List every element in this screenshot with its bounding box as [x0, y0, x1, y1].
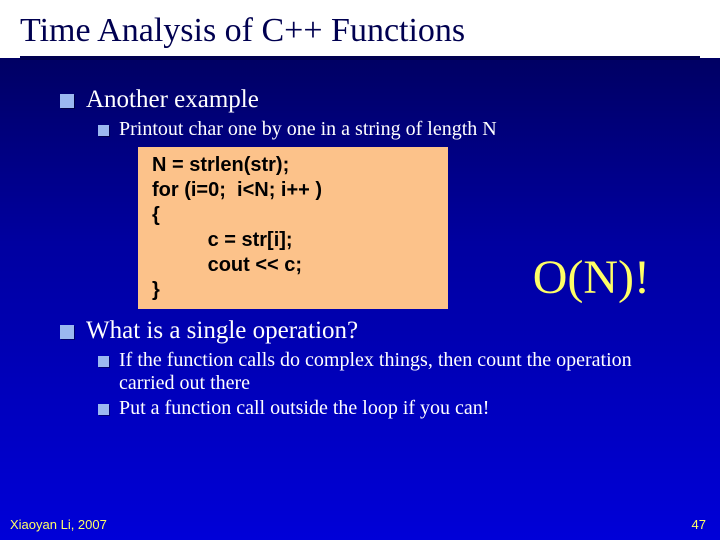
code-box: N = strlen(str); for (i=0; i<N; i++ ) { … [138, 147, 448, 309]
bullet-lvl2: If the function calls do complex things,… [98, 349, 680, 395]
bullet-square-icon [98, 125, 109, 136]
bullet-square-icon [60, 325, 74, 339]
title-area: Time Analysis of C++ Functions [0, 0, 720, 58]
footer-author: Xiaoyan Li, 2007 [10, 517, 107, 532]
title-underline [20, 56, 700, 60]
slide-number: 47 [692, 517, 706, 532]
bullet-square-icon [60, 94, 74, 108]
content-area: Another example Printout char one by one… [0, 62, 720, 420]
bullet-text: Printout char one by one in a string of … [119, 118, 497, 141]
bullet-square-icon [98, 356, 109, 367]
big-o-callout: O(N)! [533, 250, 650, 305]
bullet-text: If the function calls do complex things,… [119, 349, 680, 395]
bullet-lvl2: Put a function call outside the loop if … [98, 397, 680, 420]
bullet-square-icon [98, 404, 109, 415]
bullet-text: What is a single operation? [86, 317, 358, 345]
bullet-lvl1: Another example [60, 86, 680, 114]
bullet-text: Another example [86, 86, 259, 114]
bullet-text: Put a function call outside the loop if … [119, 397, 489, 420]
slide-title: Time Analysis of C++ Functions [20, 12, 700, 50]
bullet-lvl1: What is a single operation? [60, 317, 680, 345]
bullet-lvl2: Printout char one by one in a string of … [98, 118, 680, 141]
